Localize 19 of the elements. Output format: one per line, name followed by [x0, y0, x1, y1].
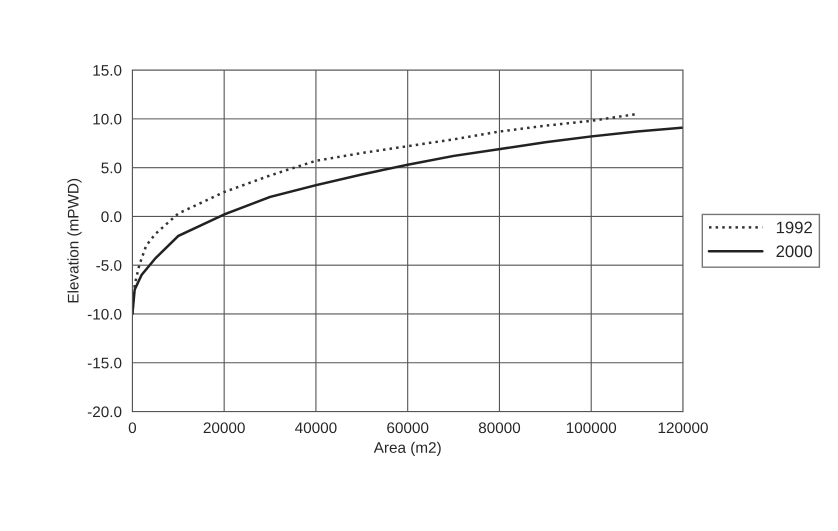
x-tick-label: 40000 [295, 422, 337, 434]
x-tick-label: 80000 [478, 422, 520, 434]
y-tick-label: 0.0 [101, 211, 122, 222]
x-tick-label: 100000 [566, 422, 616, 434]
y-axis-title: Elevation (mPWD) [67, 178, 82, 302]
x-tick-label: 60000 [387, 422, 428, 434]
y-tick-label: -5.0 [96, 260, 122, 271]
y-tick-label: 5.0 [101, 162, 122, 174]
y-tick-label: 10.0 [93, 114, 122, 125]
x-tick-label: 120000 [658, 422, 708, 434]
x-axis-title: Area (m2) [374, 442, 441, 456]
legend-label: 1992 [776, 222, 812, 234]
y-tick-label: 15.0 [93, 64, 122, 76]
x-tick-label: 20000 [204, 422, 245, 434]
y-tick-label: -10.0 [88, 308, 122, 320]
y-tick-label: -15.0 [88, 358, 122, 368]
x-tick-label: 0 [128, 422, 136, 434]
y-tick-label: -20.0 [88, 406, 122, 418]
legend-label: 2000 [776, 245, 812, 258]
